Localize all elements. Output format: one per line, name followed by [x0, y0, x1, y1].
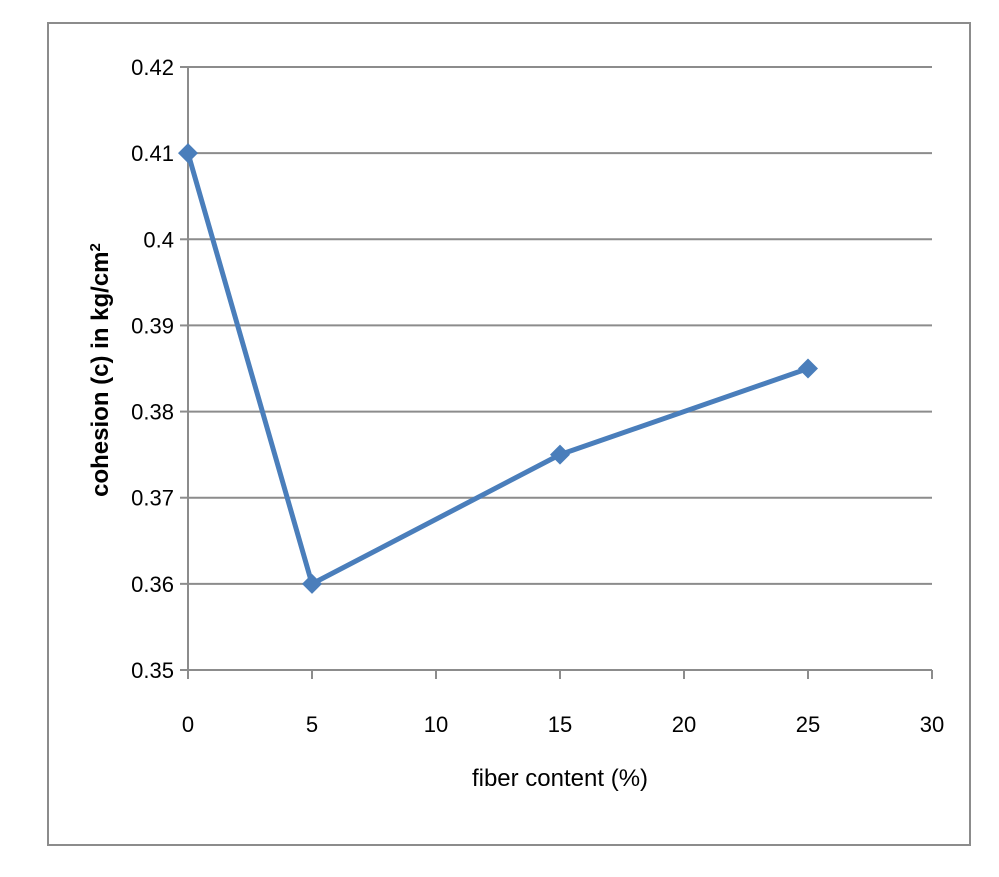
y-tick-label-0.42: 0.42 — [131, 55, 174, 80]
data-series — [178, 143, 818, 594]
gridlines — [188, 66, 932, 585]
x-tick-label-0: 0 — [182, 712, 194, 737]
x-axis-title: fiber content (%) — [472, 765, 648, 792]
x-tick-labels: 0 5 10 15 20 25 30 — [182, 712, 944, 737]
axes — [180, 66, 933, 679]
x-tick-label-15: 15 — [548, 712, 572, 737]
x-tick-label-25: 25 — [796, 712, 820, 737]
y-axis-title-main: cohesion (c) in kg/cm — [87, 251, 114, 496]
x-tick-label-10: 10 — [424, 712, 448, 737]
y-axis-title-superscript: 2 — [87, 243, 104, 251]
y-tick-label-0.37: 0.37 — [131, 486, 174, 511]
series-line-0 — [185, 152, 809, 587]
x-tick-label-5: 5 — [306, 712, 318, 737]
data-point-5 — [302, 573, 322, 594]
data-point-25 — [798, 358, 818, 379]
x-tick-label-20: 20 — [672, 712, 696, 737]
y-tick-label-0.41: 0.41 — [131, 141, 174, 166]
y-tick-label-0.38: 0.38 — [131, 400, 174, 425]
y-tick-label-0.39: 0.39 — [131, 313, 174, 338]
y-tick-labels: 0.35 0.36 0.37 0.38 0.39 0.4 0.41 0.42 — [131, 55, 174, 683]
y-tick-label-0.36: 0.36 — [131, 572, 174, 597]
data-point-0 — [178, 143, 198, 164]
y-axis-title: cohesion (c) in kg/cm2 — [87, 243, 115, 497]
y-tick-label-0.4: 0.4 — [143, 227, 174, 252]
x-tick-label-30: 30 — [920, 712, 944, 737]
data-point-15 — [550, 444, 570, 465]
chart-frame — [47, 22, 971, 846]
y-tick-label-0.35: 0.35 — [131, 658, 174, 683]
